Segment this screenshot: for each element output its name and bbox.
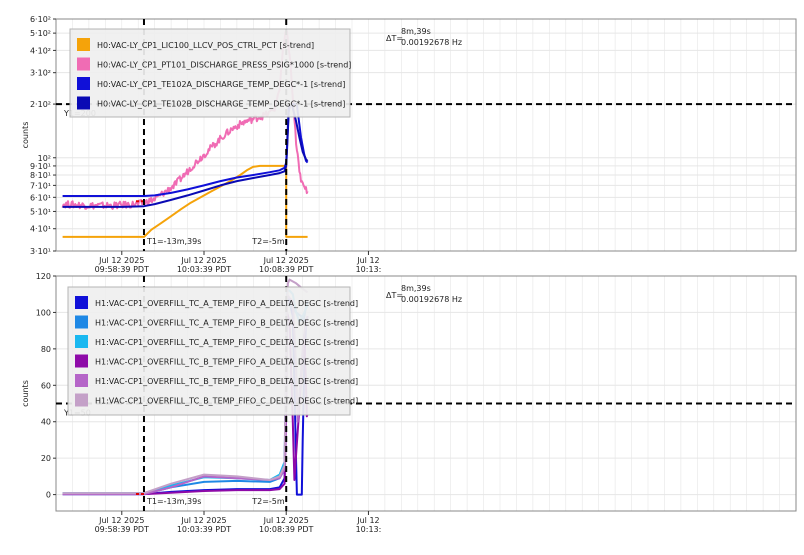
y-tick-label: 80 bbox=[41, 345, 51, 354]
x-tick-label-time: 10:08:39 PDT bbox=[259, 525, 313, 534]
y-tick-label: 3·10¹ bbox=[30, 247, 51, 256]
y-tick-label: 120 bbox=[36, 272, 51, 281]
y-tick-label: 2·10² bbox=[30, 100, 51, 109]
delta-t-frequency: 0.00192678 Hz bbox=[401, 295, 462, 304]
legend-swatch-4[interactable] bbox=[75, 354, 88, 368]
legend-label-2: H0:VAC-LY_CP1_PT101_DISCHARGE_PRESS_PSIG… bbox=[97, 61, 351, 70]
plot-frame bbox=[55, 18, 797, 252]
legend-label-1: H1:VAC-CP1_OVERFILL_TC_A_TEMP_FIFO_A_DEL… bbox=[95, 299, 358, 308]
series-line-4 bbox=[62, 103, 309, 208]
y-tick-label: 7·10¹ bbox=[30, 181, 51, 190]
cursor-t2-label: T2=-5m bbox=[251, 497, 285, 506]
y-tick-label: 8·10¹ bbox=[30, 171, 51, 180]
x-tick-label-time: 10:03:39 PDT bbox=[177, 265, 231, 274]
legend-swatch-3[interactable] bbox=[77, 77, 90, 90]
y-tick-label: 10² bbox=[38, 154, 51, 163]
x-tick-label-time: 09:58:39 PDT bbox=[95, 265, 149, 274]
legend-swatch-3[interactable] bbox=[75, 335, 88, 348]
series-line-1 bbox=[62, 164, 308, 238]
delta-t-value: 8m,39s bbox=[401, 284, 431, 293]
legend-label-5: H1:VAC-CP1_OVERFILL_TC_B_TEMP_FIFO_B_DEL… bbox=[95, 377, 358, 386]
y-tick-label: 4·10² bbox=[30, 46, 51, 55]
y-tick-label: 5·10¹ bbox=[30, 207, 51, 216]
x-tick-label-time: 10:13: bbox=[356, 525, 382, 534]
delta-t-value: 8m,39s bbox=[401, 27, 431, 36]
x-tick-label-date: Jul 12 bbox=[356, 256, 379, 265]
legend-box bbox=[67, 286, 351, 416]
x-tick-label-time: 10:03:39 PDT bbox=[177, 525, 231, 534]
x-tick-label-date: Jul 12 2025 bbox=[180, 516, 226, 525]
legend: H1:VAC-CP1_OVERFILL_TC_A_TEMP_FIFO_A_DEL… bbox=[67, 286, 358, 416]
x-tick-label-time: 09:58:39 PDT bbox=[95, 525, 149, 534]
delta-t-label: ΔT= bbox=[386, 291, 403, 300]
y-axis-label: counts bbox=[21, 122, 30, 149]
legend-swatch-2[interactable] bbox=[75, 315, 88, 329]
delta-t-label: ΔT= bbox=[386, 34, 403, 43]
legend-label-6: H1:VAC-CP1_OVERFILL_TC_B_TEMP_FIFO_C_DEL… bbox=[95, 397, 358, 406]
series-line-6 bbox=[62, 278, 309, 495]
y-tick-label: 4·10¹ bbox=[30, 225, 51, 234]
y-tick-label: 6·10¹ bbox=[30, 193, 51, 202]
x-tick-label-date: Jul 12 2025 bbox=[98, 516, 144, 525]
y-tick-label: 0 bbox=[46, 491, 51, 500]
y-tick-label: 100 bbox=[36, 308, 51, 317]
legend-label-2: H1:VAC-CP1_OVERFILL_TC_A_TEMP_FIFO_B_DEL… bbox=[95, 319, 358, 328]
y-tick-label: 3·10² bbox=[30, 69, 51, 78]
x-tick-label-date: Jul 12 bbox=[356, 516, 379, 525]
legend-box bbox=[69, 28, 351, 118]
y-tick-label: 9·10¹ bbox=[30, 162, 51, 171]
legend-label-1: H0:VAC-LY_CP1_LIC100_LLCV_POS_CTRL_PCT [… bbox=[97, 41, 314, 50]
legend-swatch-6[interactable] bbox=[75, 393, 88, 407]
cursor-t2-label: T2=-5m bbox=[251, 237, 285, 246]
y-tick-label: 20 bbox=[41, 454, 51, 463]
y-tick-label: 60 bbox=[41, 381, 51, 390]
cursor-t1-label: T1=-13m,39s bbox=[146, 497, 201, 506]
y-tick-label: 6·10² bbox=[30, 15, 51, 24]
x-tick-label-time: 10:08:39 PDT bbox=[259, 265, 313, 274]
legend-label-4: H0:VAC-LY_CP1_TE102B_DISCHARGE_TEMP_DEGC… bbox=[97, 100, 345, 109]
plot-frame bbox=[55, 275, 797, 512]
legend: H0:VAC-LY_CP1_LIC100_LLCV_POS_CTRL_PCT [… bbox=[69, 28, 351, 118]
legend-label-4: H1:VAC-CP1_OVERFILL_TC_B_TEMP_FIFO_A_DEL… bbox=[95, 358, 358, 367]
legend-swatch-1[interactable] bbox=[75, 296, 88, 309]
x-tick-label-date: Jul 12 2025 bbox=[263, 516, 309, 525]
legend-label-3: H1:VAC-CP1_OVERFILL_TC_A_TEMP_FIFO_C_DEL… bbox=[95, 338, 358, 347]
legend-swatch-1[interactable] bbox=[77, 38, 90, 51]
x-tick-label-date: Jul 12 2025 bbox=[98, 256, 144, 265]
y-axis-label: counts bbox=[21, 380, 30, 407]
series-line-3 bbox=[62, 103, 309, 197]
x-tick-label-time: 10:13: bbox=[356, 265, 382, 274]
x-tick-label-date: Jul 12 2025 bbox=[180, 256, 226, 265]
legend-swatch-2[interactable] bbox=[77, 57, 90, 71]
cursor-t1-label: T1=-13m,39s bbox=[146, 237, 201, 246]
y-tick-label: 5·10² bbox=[30, 29, 51, 38]
legend-swatch-5[interactable] bbox=[75, 374, 88, 387]
legend-label-3: H0:VAC-LY_CP1_TE102A_DISCHARGE_TEMP_DEGC… bbox=[97, 80, 345, 89]
x-tick-label-date: Jul 12 2025 bbox=[263, 256, 309, 265]
legend-swatch-4[interactable] bbox=[77, 96, 90, 110]
delta-t-frequency: 0.00192678 Hz bbox=[401, 38, 462, 47]
y-tick-label: 40 bbox=[41, 418, 51, 427]
